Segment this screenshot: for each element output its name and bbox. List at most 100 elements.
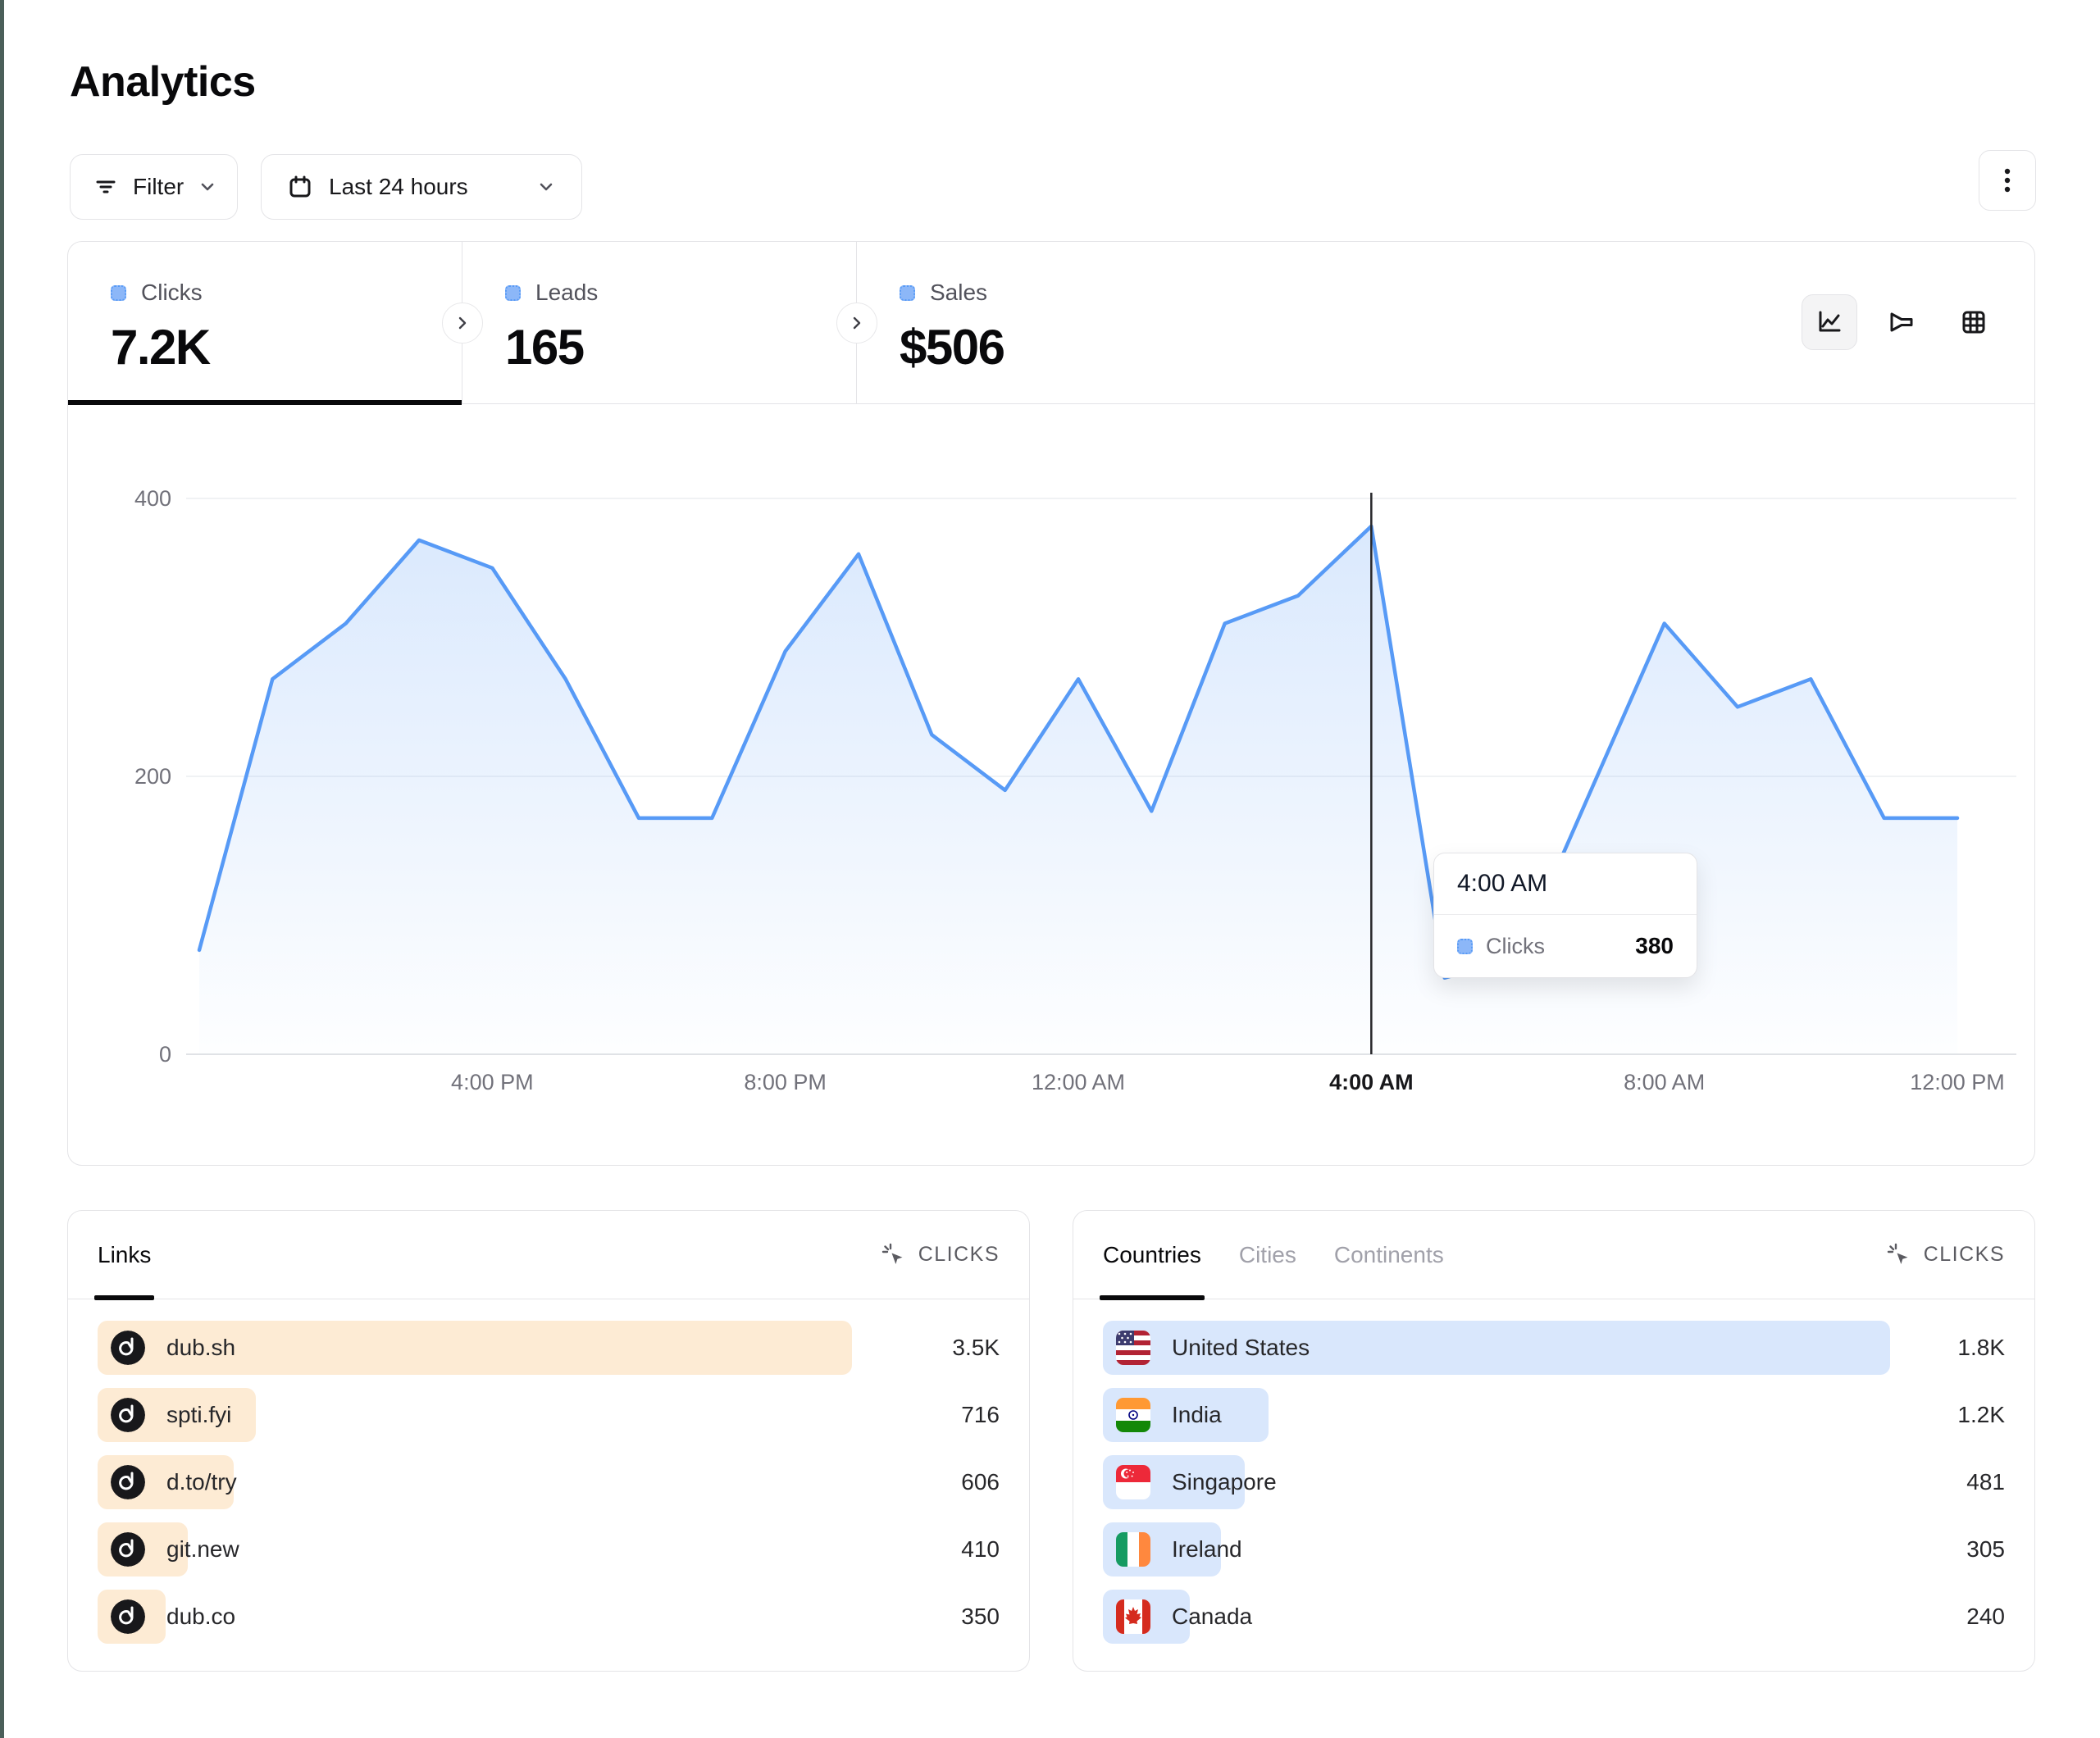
row-clicks-count: 240 xyxy=(1966,1604,2005,1629)
link-list-item[interactable]: dub.co 350 xyxy=(98,1590,1000,1644)
y-tick-label: 400 xyxy=(134,486,171,511)
chevron-down-icon xyxy=(535,176,557,198)
countries-metric-label: CLICKS xyxy=(1923,1243,2005,1266)
links-metric-label: CLICKS xyxy=(918,1243,1000,1266)
stat-label: Leads xyxy=(535,280,599,305)
row-label: Canada xyxy=(1172,1604,1253,1629)
analytics-chart-card: Clicks 7.2K Leads 165 Sales $506 xyxy=(67,241,2035,1166)
links-list: dub.sh 3.5K spti.fyi 716 d.to/try 606 git.new 4… xyxy=(68,1299,1029,1644)
stat-label: Clicks xyxy=(141,280,203,305)
india-flag-icon xyxy=(1116,1398,1150,1432)
row-clicks-count: 606 xyxy=(961,1469,1000,1495)
link-list-item[interactable]: dub.sh 3.5K xyxy=(98,1321,1000,1375)
countries-panel: Countries Cities Continents CLICKS United … xyxy=(1073,1210,2035,1672)
value-bar xyxy=(98,1321,852,1375)
us-flag-icon xyxy=(1116,1331,1150,1365)
cursor-click-icon xyxy=(881,1242,907,1268)
x-tick-label: 12:00 PM xyxy=(1910,1070,2005,1094)
expand-stat-chevron-button[interactable] xyxy=(836,303,877,344)
stat-label: Sales xyxy=(930,280,988,305)
y-tick-label: 200 xyxy=(134,764,171,789)
country-list-item[interactable]: Canada 240 xyxy=(1103,1590,2005,1644)
row-label: United States xyxy=(1172,1335,1310,1360)
kebab-menu-icon xyxy=(1993,164,2021,197)
row-clicks-count: 1.8K xyxy=(1957,1335,2005,1360)
more-options-button[interactable] xyxy=(1979,150,2036,211)
country-list-item[interactable]: Ireland 305 xyxy=(1103,1522,2005,1576)
tab-clicks[interactable]: Clicks 7.2K xyxy=(68,242,462,405)
line-chart-icon xyxy=(1814,307,1845,338)
row-label: spti.fyi xyxy=(166,1402,232,1427)
tab-countries[interactable]: Countries xyxy=(1100,1211,1205,1300)
tooltip-series-row: Clicks 380 xyxy=(1434,915,1697,977)
table-icon xyxy=(1958,307,1989,338)
link-list-item[interactable]: git.new 410 xyxy=(98,1522,1000,1576)
row-label: d.to/try xyxy=(166,1469,237,1495)
y-tick-label: 0 xyxy=(159,1042,171,1067)
funnel-chart-icon xyxy=(1886,307,1917,338)
tab-continents[interactable]: Continents xyxy=(1333,1241,1444,1267)
page-title: Analytics xyxy=(70,58,256,106)
tab-leads[interactable]: Leads 165 xyxy=(462,242,856,403)
legend-square-icon xyxy=(900,284,915,301)
expand-stat-chevron-button[interactable] xyxy=(442,303,483,344)
date-range-button[interactable]: Last 24 hours xyxy=(261,154,582,220)
country-list-item[interactable]: India 1.2K xyxy=(1103,1388,2005,1442)
chart-tooltip: 4:00 AM Clicks 380 xyxy=(1433,853,1697,978)
tooltip-series-name: Clicks xyxy=(1486,933,1545,958)
country-list-item[interactable]: Singapore 481 xyxy=(1103,1455,2005,1509)
dub-logo-icon xyxy=(111,1398,145,1432)
stats-tabs: Clicks 7.2K Leads 165 Sales $506 xyxy=(68,242,2034,405)
ireland-flag-icon xyxy=(1116,1532,1150,1567)
tab-sales[interactable]: Sales $506 xyxy=(857,242,1250,403)
countries-panel-header: Countries Cities Continents CLICKS xyxy=(1073,1211,2034,1300)
links-panel: Links CLICKS dub.sh 3.5K spti.fyi 716 d.to/t… xyxy=(67,1210,1030,1672)
row-clicks-count: 3.5K xyxy=(952,1335,1000,1360)
table-view-button[interactable] xyxy=(1946,294,2002,350)
x-tick-label: 4:00 PM xyxy=(451,1070,534,1094)
dub-logo-icon xyxy=(111,1532,145,1567)
funnel-view-button[interactable] xyxy=(1874,294,1929,350)
x-tick-label: 8:00 PM xyxy=(744,1070,827,1094)
legend-square-icon xyxy=(505,284,521,301)
stat-value: 7.2K xyxy=(111,320,211,375)
link-list-item[interactable]: spti.fyi 716 xyxy=(98,1388,1000,1442)
tab-cities[interactable]: Cities xyxy=(1238,1241,1296,1267)
x-tick-label: 8:00 AM xyxy=(1624,1070,1705,1094)
row-label: Ireland xyxy=(1172,1536,1242,1562)
value-bar xyxy=(1103,1321,1890,1375)
chart-type-toggle-group xyxy=(1802,294,2002,350)
legend-square-icon xyxy=(1457,938,1473,954)
calendar-icon xyxy=(286,173,314,201)
links-metric-selector[interactable]: CLICKS xyxy=(881,1242,1000,1268)
chevron-right-icon xyxy=(453,314,471,332)
area-fill xyxy=(199,525,1957,1054)
row-label: dub.co xyxy=(166,1604,236,1629)
tab-divider xyxy=(836,242,877,403)
chart-axis-labels: 0 200 400 4:00 PM 8:00 PM 12:00 AM 4:00 AM 8:00… xyxy=(134,486,2005,1094)
link-list-item[interactable]: d.to/try 606 xyxy=(98,1455,1000,1509)
row-clicks-count: 481 xyxy=(1966,1469,2005,1495)
canada-flag-icon xyxy=(1116,1599,1150,1634)
row-label: Singapore xyxy=(1172,1469,1277,1495)
countries-panel-tabs: Countries Cities Continents xyxy=(1100,1211,1444,1300)
stat-value: 165 xyxy=(505,320,585,375)
countries-metric-selector[interactable]: CLICKS xyxy=(1886,1242,2005,1268)
chevron-down-icon xyxy=(197,176,218,198)
row-label: dub.sh xyxy=(166,1335,236,1360)
row-label: git.new xyxy=(166,1536,239,1562)
clicks-area-chart[interactable]: 0 200 400 4:00 PM 8:00 PM 12:00 AM 4:00 AM 8:00… xyxy=(99,476,2016,1099)
links-panel-header: Links CLICKS xyxy=(68,1211,1029,1300)
x-tick-label: 12:00 AM xyxy=(1032,1070,1125,1094)
row-clicks-count: 410 xyxy=(961,1536,1000,1562)
country-list-item[interactable]: United States 1.8K xyxy=(1103,1321,2005,1375)
tab-links[interactable]: Links xyxy=(93,1211,155,1300)
dub-logo-icon xyxy=(111,1465,145,1499)
date-range-label: Last 24 hours xyxy=(329,174,468,199)
stat-value: $506 xyxy=(900,320,1005,375)
chart-series xyxy=(197,493,1960,1054)
line-chart-view-button[interactable] xyxy=(1802,294,1857,350)
filter-button[interactable]: Filter xyxy=(70,154,238,220)
clicks-line-series xyxy=(197,524,1960,980)
